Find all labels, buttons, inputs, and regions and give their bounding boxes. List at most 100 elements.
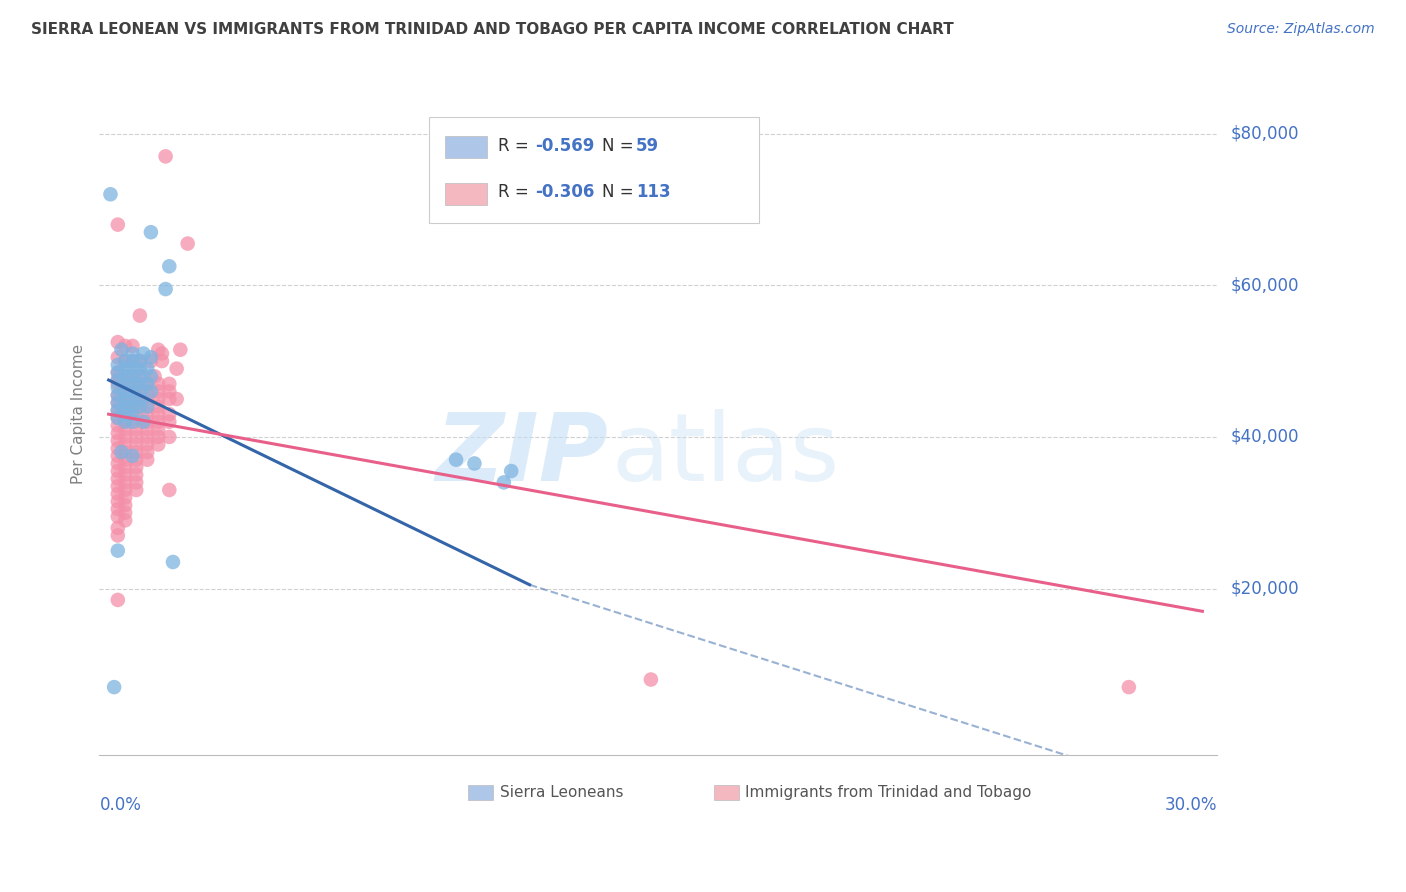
Point xyxy=(114,376,136,391)
Point xyxy=(114,354,136,368)
Point xyxy=(136,376,159,391)
Point xyxy=(125,407,148,421)
Point xyxy=(107,403,129,417)
Point xyxy=(107,593,129,607)
Point xyxy=(128,361,150,376)
Point xyxy=(114,445,136,459)
Point xyxy=(107,543,129,558)
Point xyxy=(501,464,523,478)
Point xyxy=(121,407,143,421)
Text: ZIP: ZIP xyxy=(434,409,607,501)
Point xyxy=(107,403,129,417)
Point xyxy=(121,384,143,399)
Point xyxy=(148,430,170,444)
Point xyxy=(114,483,136,497)
Point xyxy=(132,369,155,384)
Point xyxy=(121,354,143,368)
Point xyxy=(114,400,136,414)
Point xyxy=(107,411,129,425)
Point xyxy=(128,354,150,368)
Text: $60,000: $60,000 xyxy=(1232,277,1299,294)
Point xyxy=(114,460,136,475)
Text: N =: N = xyxy=(602,137,640,155)
Point xyxy=(136,445,159,459)
Point xyxy=(107,509,129,524)
Point xyxy=(128,384,150,399)
Text: $20,000: $20,000 xyxy=(1232,580,1299,598)
Text: 59: 59 xyxy=(636,137,659,155)
Text: R =: R = xyxy=(499,137,534,155)
Point xyxy=(107,351,129,365)
Point xyxy=(136,437,159,451)
FancyBboxPatch shape xyxy=(444,136,488,158)
Point xyxy=(110,445,132,459)
Point xyxy=(107,464,129,478)
Point xyxy=(107,396,129,410)
Point xyxy=(121,392,143,406)
Point xyxy=(107,396,129,410)
Point xyxy=(125,400,148,414)
Point xyxy=(107,358,129,372)
Point xyxy=(640,673,662,687)
Point xyxy=(157,376,180,391)
Point xyxy=(114,361,136,376)
Point xyxy=(148,376,170,391)
Point xyxy=(136,361,159,376)
Point xyxy=(157,415,180,429)
Point xyxy=(114,475,136,490)
Point xyxy=(125,376,148,391)
Point xyxy=(125,460,148,475)
Point xyxy=(121,449,143,463)
Point xyxy=(114,430,136,444)
Point xyxy=(100,187,122,202)
Point xyxy=(1118,680,1140,694)
Point xyxy=(114,415,136,429)
Point xyxy=(114,422,136,436)
Text: N =: N = xyxy=(602,184,640,202)
Point xyxy=(136,407,159,421)
Point xyxy=(114,513,136,527)
Point xyxy=(107,376,129,391)
Point xyxy=(107,449,129,463)
Point xyxy=(114,369,136,384)
Point xyxy=(143,369,166,384)
Point xyxy=(155,149,177,163)
Point xyxy=(139,384,162,399)
Point xyxy=(107,494,129,508)
Point xyxy=(136,400,159,414)
Point xyxy=(114,384,136,399)
Point xyxy=(107,434,129,448)
Point xyxy=(114,491,136,505)
Point xyxy=(136,384,159,399)
Point xyxy=(114,376,136,391)
Point xyxy=(114,467,136,482)
Point xyxy=(107,418,129,433)
Point xyxy=(107,426,129,441)
Point xyxy=(139,369,162,384)
Point xyxy=(136,392,159,406)
Point xyxy=(107,388,129,402)
Point xyxy=(107,381,129,395)
Point xyxy=(107,366,129,380)
Point xyxy=(148,422,170,436)
Point xyxy=(136,400,159,414)
Point xyxy=(176,236,198,251)
Point xyxy=(114,369,136,384)
Point xyxy=(157,407,180,421)
Point xyxy=(125,483,148,497)
Text: -0.306: -0.306 xyxy=(536,184,595,202)
Point xyxy=(128,376,150,391)
Point xyxy=(148,392,170,406)
Point xyxy=(444,452,467,467)
Point xyxy=(107,388,129,402)
Point xyxy=(107,502,129,516)
Point xyxy=(125,430,148,444)
Point xyxy=(114,339,136,353)
Point xyxy=(125,445,148,459)
Point xyxy=(166,392,188,406)
Y-axis label: Per Capita Income: Per Capita Income xyxy=(72,344,86,484)
Point xyxy=(107,373,129,387)
Point xyxy=(136,415,159,429)
Point xyxy=(125,437,148,451)
Point xyxy=(114,506,136,520)
